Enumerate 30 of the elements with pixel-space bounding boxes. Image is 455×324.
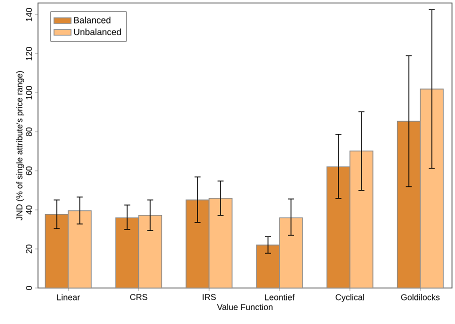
x-tick-label: Leontief <box>265 294 295 300</box>
bar <box>208 198 232 288</box>
x-axis-title: Value Function <box>217 304 272 310</box>
y-tick-label: 80 <box>26 127 32 136</box>
bar <box>68 210 92 288</box>
y-tick-label: 60 <box>26 166 32 176</box>
x-tick-label: CRS <box>130 294 148 300</box>
bar <box>396 120 421 288</box>
y-axis-title: JND (% of single attribute's price range) <box>16 71 24 220</box>
y-tick-label: 120 <box>26 47 32 60</box>
x-tick-label: Cyclical <box>336 294 364 302</box>
x-tick-label: Linear <box>57 294 80 300</box>
x-tick-label: IRS <box>202 294 216 300</box>
y-tick-label: 20 <box>26 244 32 254</box>
bar <box>420 88 444 288</box>
bar <box>256 244 280 288</box>
y-tick-label: 40 <box>26 206 32 214</box>
bar <box>326 166 350 288</box>
bar <box>115 217 140 288</box>
legend-label: Balanced <box>74 16 110 24</box>
y-tick-label: 140 <box>26 8 32 22</box>
y-tick-label: 100 <box>26 86 32 100</box>
bar <box>350 150 374 288</box>
y-tick-label: 0 <box>26 286 32 290</box>
bar <box>279 217 303 288</box>
bar <box>186 200 210 288</box>
bar <box>45 214 68 288</box>
bar <box>138 214 162 288</box>
x-tick-label: Goldilocks <box>401 294 440 300</box>
legend-label: Unbalanced <box>74 28 121 36</box>
